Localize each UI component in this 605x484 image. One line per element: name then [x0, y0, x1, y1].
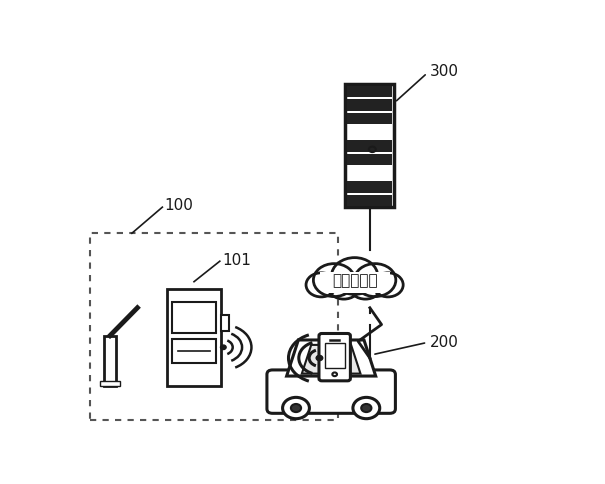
Bar — [172, 339, 215, 363]
Bar — [347, 195, 393, 207]
Circle shape — [332, 257, 378, 294]
Bar — [100, 381, 120, 386]
Bar — [325, 344, 345, 368]
Circle shape — [361, 404, 371, 412]
Text: 200: 200 — [430, 335, 459, 350]
Circle shape — [353, 397, 380, 419]
Bar — [90, 233, 338, 420]
Circle shape — [373, 273, 403, 297]
Bar — [167, 289, 221, 386]
Circle shape — [220, 345, 226, 349]
Circle shape — [313, 264, 355, 297]
Circle shape — [332, 373, 337, 376]
Circle shape — [316, 355, 322, 361]
Circle shape — [350, 274, 381, 299]
Bar — [347, 154, 393, 166]
Circle shape — [355, 264, 396, 297]
Circle shape — [283, 397, 309, 419]
Bar — [347, 181, 393, 193]
Bar — [347, 113, 393, 124]
FancyBboxPatch shape — [319, 333, 350, 381]
Polygon shape — [287, 340, 376, 376]
Polygon shape — [302, 345, 361, 374]
Text: 101: 101 — [222, 253, 251, 268]
Bar — [347, 99, 393, 111]
Bar — [325, 286, 384, 293]
Circle shape — [291, 404, 301, 412]
Text: 100: 100 — [165, 198, 194, 213]
FancyBboxPatch shape — [267, 370, 396, 413]
Bar — [319, 272, 390, 287]
Bar — [347, 86, 393, 97]
Bar — [347, 140, 393, 152]
Text: 300: 300 — [430, 64, 459, 79]
Text: 移动互联网: 移动互联网 — [332, 273, 378, 288]
Bar — [345, 84, 394, 207]
Circle shape — [369, 147, 376, 152]
Bar — [104, 335, 116, 386]
Bar — [221, 315, 229, 331]
Circle shape — [306, 273, 336, 297]
Bar — [172, 302, 215, 333]
Circle shape — [328, 274, 360, 299]
